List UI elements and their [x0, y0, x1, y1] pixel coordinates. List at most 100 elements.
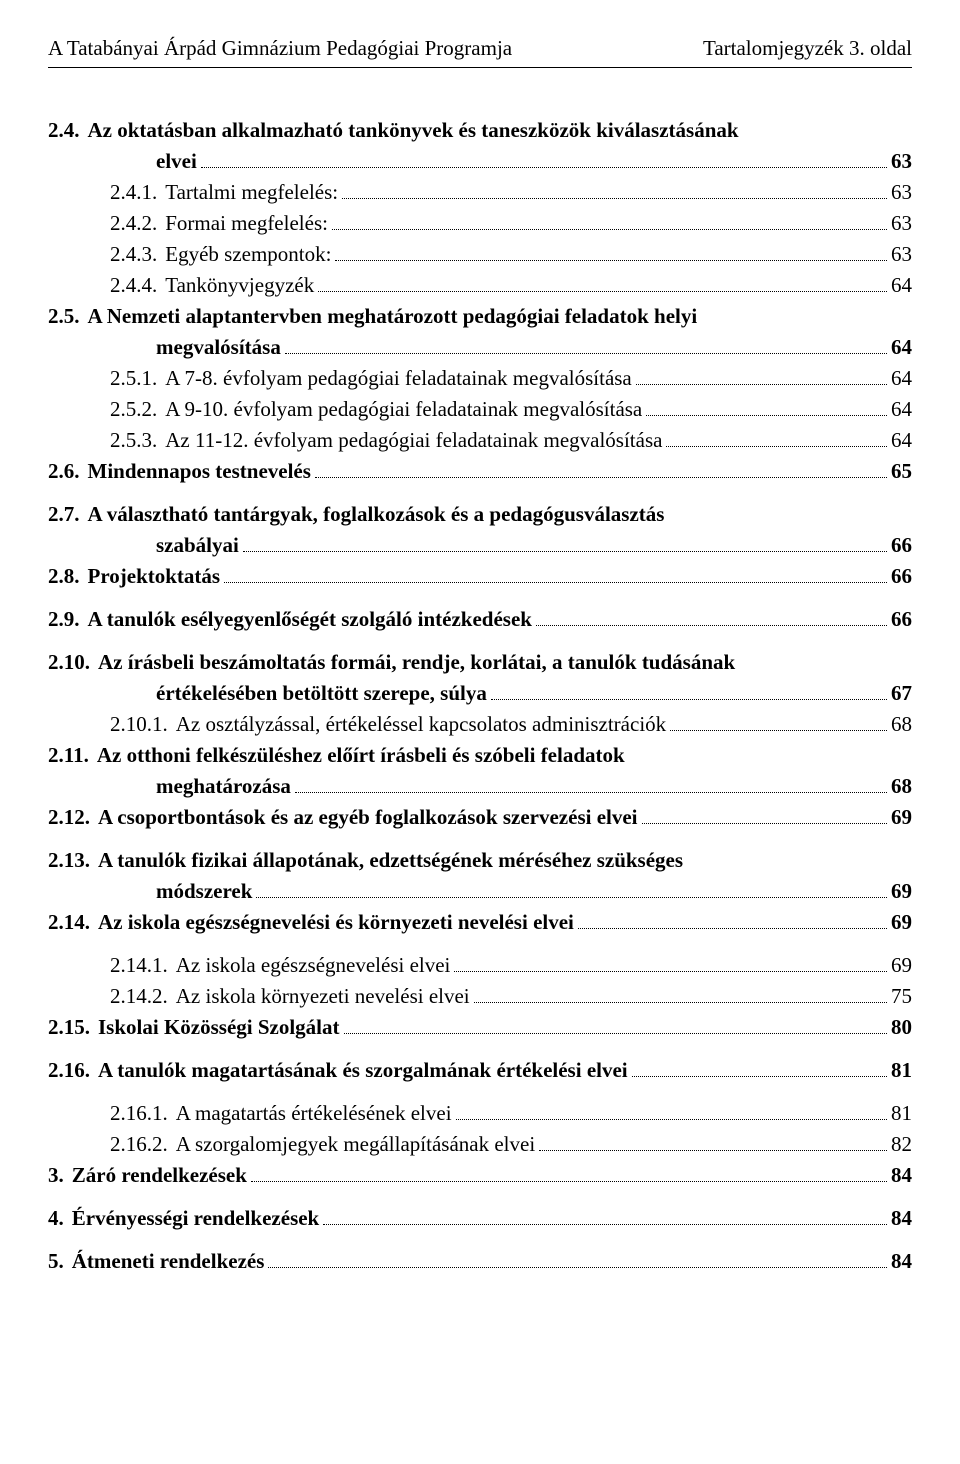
toc-entry-page: 69 — [891, 879, 912, 904]
toc-entry-number: 2.15. — [48, 1015, 98, 1040]
toc-entry-page: 63 — [891, 211, 912, 236]
toc-entry-continuation: módszerek 69 — [48, 879, 912, 904]
toc-entry-title: Mindennapos testnevelés — [88, 459, 311, 484]
toc-entry-number: 4. — [48, 1206, 72, 1231]
toc-leader — [224, 582, 887, 583]
toc-entry: 3.Záró rendelkezések84 — [48, 1163, 912, 1188]
toc-entry-title-cont: módszerek — [156, 879, 252, 904]
toc-leader — [256, 897, 887, 898]
toc-entry-page: 64 — [891, 397, 912, 422]
toc-leader — [285, 353, 887, 354]
toc-leader — [201, 167, 887, 168]
toc-entry-title: Iskolai Közösségi Szolgálat — [98, 1015, 340, 1040]
toc-entry-title-cont: elvei — [156, 149, 197, 174]
toc-leader — [491, 699, 887, 700]
header-right: Tartalomjegyzék 3. oldal — [703, 36, 912, 61]
toc-entry-title: A csoportbontások és az egyéb foglalkozá… — [98, 805, 638, 830]
toc-leader — [632, 1076, 887, 1077]
toc-entry-page: 68 — [891, 774, 912, 799]
toc-leader — [332, 229, 887, 230]
toc-entry-page: 64 — [891, 273, 912, 298]
toc-leader — [295, 792, 887, 793]
toc-entry-continuation: elvei63 — [48, 149, 912, 174]
toc-leader — [251, 1181, 887, 1182]
toc-entry-title: Projektoktatás — [88, 564, 221, 589]
toc-entry-title: A 7-8. évfolyam pedagógiai feladatainak … — [165, 366, 632, 391]
toc-entry: 2.16.A tanulók magatartásának és szorgal… — [48, 1058, 912, 1083]
toc-entry-page: 65 — [891, 459, 912, 484]
toc-entry: 2.14.Az iskola egészségnevelési és körny… — [48, 910, 912, 935]
toc-entry: 2.14.1.Az iskola egészségnevelési elvei6… — [48, 953, 912, 978]
toc-entry-page: 69 — [891, 910, 912, 935]
page: A Tatabányai Árpád Gimnázium Pedagógiai … — [0, 0, 960, 1464]
toc-entry: 2.5.2.A 9-10. évfolyam pedagógiai felada… — [48, 397, 912, 422]
toc-entry-number: 5. — [48, 1249, 72, 1274]
toc-entry-number: 3. — [48, 1163, 72, 1188]
toc-leader — [318, 291, 887, 292]
toc-entry: 2.6.Mindennapos testnevelés 65 — [48, 459, 912, 484]
toc-entry-page: 69 — [891, 953, 912, 978]
toc-entry-continuation: szabályai 66 — [48, 533, 912, 558]
toc-entry-page: 80 — [891, 1015, 912, 1040]
toc-entry-number: 2.8. — [48, 564, 88, 589]
toc-entry-title-cont: megvalósítása — [156, 335, 281, 360]
toc-entry-title: Az iskola környezeti nevelési elvei — [176, 984, 470, 1009]
toc-entry: 2.15.Iskolai Közösségi Szolgálat 80 — [48, 1015, 912, 1040]
toc-leader — [342, 198, 887, 199]
toc-entry-number: 2.13. — [48, 848, 98, 873]
header-underline — [48, 67, 912, 68]
toc-entry: 2.11.Az otthoni felkészüléshez előírt ír… — [48, 743, 912, 768]
toc-entry-page: 64 — [891, 335, 912, 360]
toc-entry: 5.Átmeneti rendelkezés84 — [48, 1249, 912, 1274]
toc-entry-page: 66 — [891, 533, 912, 558]
toc-entry: 2.16.2.A szorgalomjegyek megállapításána… — [48, 1132, 912, 1157]
toc-leader — [642, 823, 887, 824]
toc-leader — [268, 1267, 887, 1268]
toc-entry-number: 2.5.1. — [110, 366, 165, 391]
toc-entry-page: 75 — [891, 984, 912, 1009]
toc-entry-page: 63 — [891, 180, 912, 205]
toc-entry-page: 84 — [891, 1163, 912, 1188]
toc-entry-title: Az osztályzással, értékeléssel kapcsolat… — [176, 712, 666, 737]
toc-entry-title: Tartalmi megfelelés: — [165, 180, 338, 205]
toc-entry-page: 64 — [891, 366, 912, 391]
toc-entry: 2.16.1.A magatartás értékelésének elvei8… — [48, 1101, 912, 1126]
toc-entry-page: 63 — [891, 242, 912, 267]
toc-entry-page: 81 — [891, 1058, 912, 1083]
toc-entry-number: 2.14.1. — [110, 953, 176, 978]
table-of-contents: 2.4.Az oktatásban alkalmazható tankönyve… — [48, 118, 912, 1274]
toc-entry-number: 2.5.3. — [110, 428, 165, 453]
toc-entry-number: 2.6. — [48, 459, 88, 484]
toc-entry-title: A választható tantárgyak, foglalkozások … — [88, 502, 665, 527]
toc-entry-title: Érvényességi rendelkezések — [72, 1206, 320, 1231]
toc-leader — [636, 384, 887, 385]
toc-entry-number: 2.16.2. — [110, 1132, 176, 1157]
toc-entry-title: Az 11-12. évfolyam pedagógiai feladatain… — [165, 428, 662, 453]
toc-leader — [454, 971, 887, 972]
toc-entry-page: 67 — [891, 681, 912, 706]
toc-entry: 2.4.4.Tankönyvjegyzék64 — [48, 273, 912, 298]
toc-entry: 2.10.1.Az osztályzással, értékeléssel ka… — [48, 712, 912, 737]
toc-entry: 2.12.A csoportbontások és az egyéb fogla… — [48, 805, 912, 830]
toc-leader — [456, 1119, 887, 1120]
toc-entry: 2.4.1.Tartalmi megfelelés: 63 — [48, 180, 912, 205]
toc-leader — [670, 730, 887, 731]
toc-entry-number: 2.4.1. — [110, 180, 165, 205]
toc-entry-continuation: értékelésében betöltött szerepe, súlya67 — [48, 681, 912, 706]
toc-entry-title: Az iskola egészségnevelési és környezeti… — [98, 910, 574, 935]
toc-leader — [666, 446, 887, 447]
toc-entry-number: 2.14. — [48, 910, 98, 935]
toc-leader — [474, 1002, 887, 1003]
toc-entry-number: 2.5.2. — [110, 397, 165, 422]
toc-entry-number: 2.10.1. — [110, 712, 176, 737]
toc-entry-title: A szorgalomjegyek megállapításának elvei — [176, 1132, 535, 1157]
toc-entry-number: 2.11. — [48, 743, 97, 768]
toc-entry-number: 2.4.3. — [110, 242, 165, 267]
toc-entry-page: 84 — [891, 1249, 912, 1274]
toc-entry-title: Formai megfelelés: — [165, 211, 328, 236]
toc-entry-title-cont: szabályai — [156, 533, 239, 558]
toc-entry: 4.Érvényességi rendelkezések84 — [48, 1206, 912, 1231]
toc-entry: 2.4.3.Egyéb szempontok:63 — [48, 242, 912, 267]
toc-leader — [539, 1150, 887, 1151]
toc-leader — [243, 551, 887, 552]
